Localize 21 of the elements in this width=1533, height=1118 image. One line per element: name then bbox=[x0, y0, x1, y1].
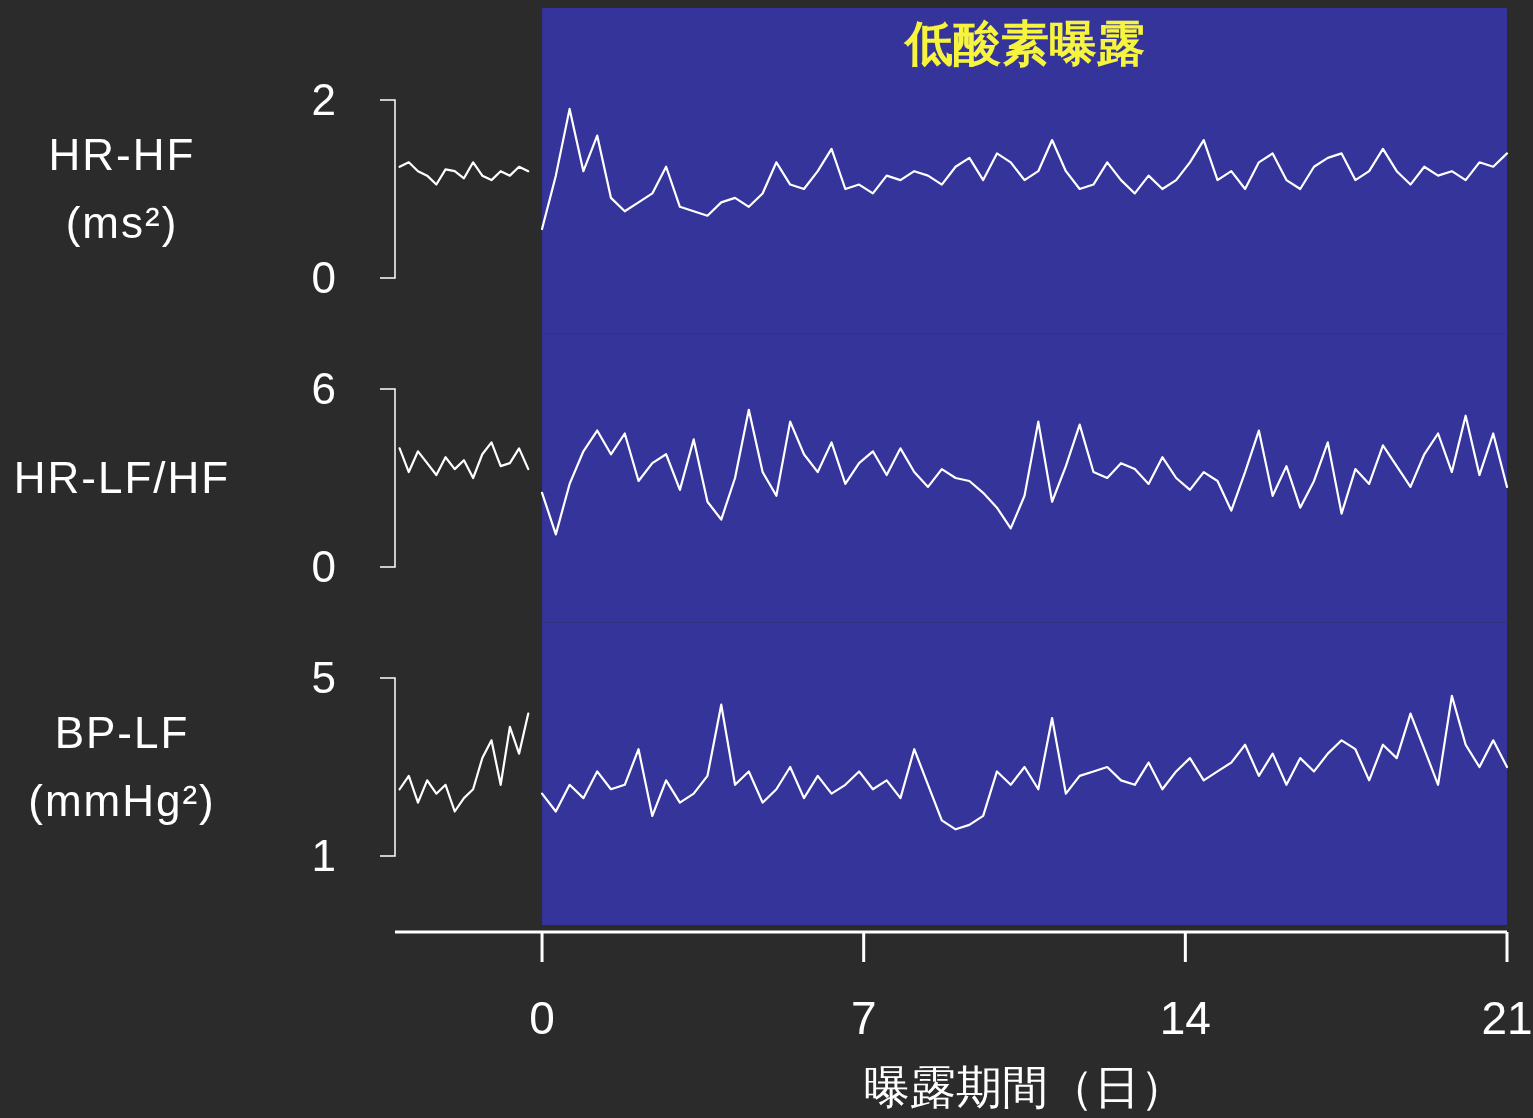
chart-title: 低酸素曝露 bbox=[902, 17, 1145, 70]
y-tick-label: 5 bbox=[311, 653, 336, 703]
x-tick-label: 14 bbox=[1159, 992, 1211, 1044]
y-tick-label: 6 bbox=[311, 364, 336, 414]
x-tick-label: 7 bbox=[850, 992, 877, 1044]
y-tick-label: 1 bbox=[311, 831, 336, 881]
line-series bbox=[398, 441, 530, 480]
y-axis-title: HR-HF (ms²) bbox=[48, 130, 196, 248]
y-tick-label: 0 bbox=[311, 253, 336, 303]
x-tick-label: 0 bbox=[529, 992, 555, 1044]
line-series bbox=[398, 712, 530, 813]
y-tick-label: 2 bbox=[311, 75, 336, 125]
line-series bbox=[398, 161, 530, 186]
y-axis-title: HR-LF/HF bbox=[13, 453, 231, 503]
line-series bbox=[540, 408, 1509, 536]
y-axis-title: BP-LF (mmHg²) bbox=[28, 708, 216, 826]
x-tick-label: 21 bbox=[1481, 992, 1533, 1044]
y-tick-label: 0 bbox=[311, 542, 336, 592]
line-series bbox=[540, 107, 1509, 231]
x-axis-title: 曝露期間（日） bbox=[863, 1061, 1186, 1113]
line-series bbox=[540, 694, 1509, 831]
